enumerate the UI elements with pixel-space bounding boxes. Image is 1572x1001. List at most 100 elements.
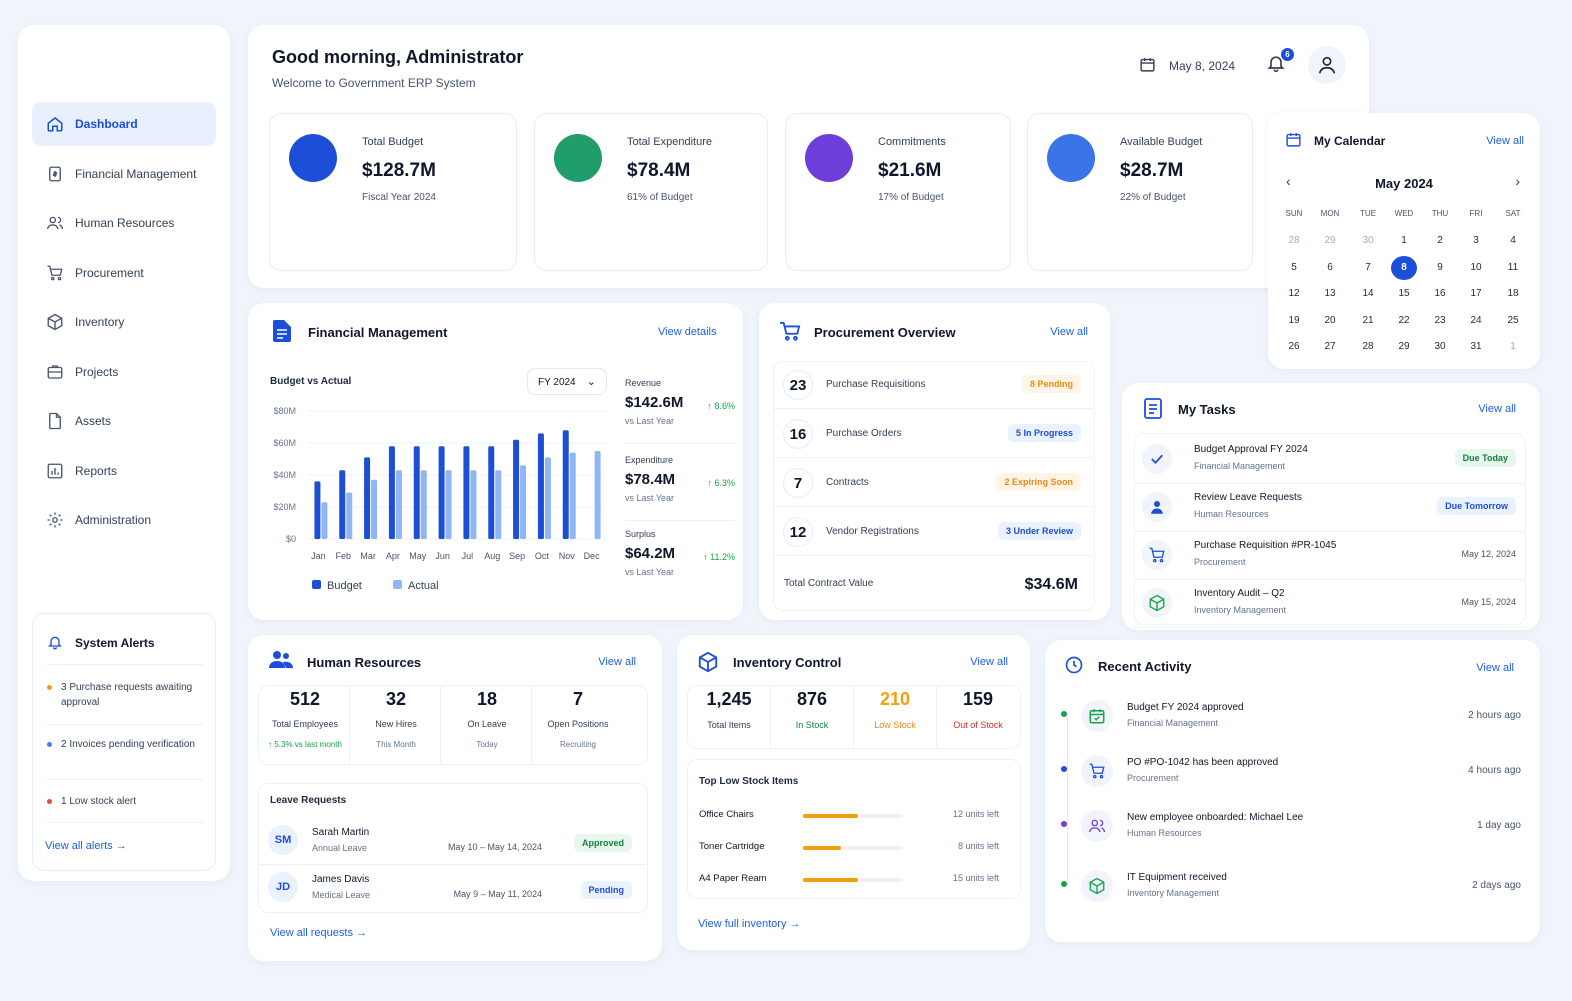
bar-actual[interactable] <box>520 465 527 539</box>
next-month-button[interactable]: › <box>1515 173 1520 189</box>
tasks-view-all-link[interactable]: View all <box>1478 403 1516 415</box>
bar-actual[interactable] <box>495 470 502 539</box>
prev-month-button[interactable]: ‹ <box>1286 173 1291 189</box>
alert-item[interactable]: 3 Purchase requests awaiting approval <box>47 680 203 710</box>
inventory-stat[interactable]: 1,245 Total Items <box>688 689 770 730</box>
calendar-day[interactable]: 20 <box>1324 314 1336 326</box>
calendar-day[interactable]: 18 <box>1507 288 1519 299</box>
calendar-day[interactable]: 15 <box>1398 288 1410 299</box>
procurement-view-all-link[interactable]: View all <box>1050 326 1088 338</box>
calendar-day[interactable]: 3 <box>1473 235 1479 246</box>
calendar-day[interactable]: 8 <box>1391 255 1417 280</box>
bar-budget[interactable] <box>463 446 470 539</box>
activity-view-all-link[interactable]: View all <box>1476 662 1514 674</box>
sidebar-item-inventory[interactable]: Inventory <box>32 300 216 344</box>
activity-item[interactable]: PO #PO-1042 has been approved Procurement… <box>1077 753 1521 803</box>
hr-stat[interactable]: 7 Open Positions Recruiting <box>532 689 624 749</box>
bar-actual[interactable] <box>445 470 452 539</box>
alert-item[interactable]: 2 Invoices pending verification <box>47 737 203 752</box>
view-full-inventory-link[interactable]: View full inventory → <box>698 918 801 930</box>
calendar-day[interactable]: 30 <box>1434 341 1446 352</box>
calendar-day[interactable]: 13 <box>1324 288 1336 299</box>
user-avatar-button[interactable] <box>1308 46 1346 84</box>
bar-budget[interactable] <box>413 446 420 539</box>
inventory-view-all-link[interactable]: View all <box>970 656 1008 668</box>
bar-budget[interactable] <box>388 446 395 539</box>
calendar-day[interactable]: 11 <box>1507 261 1519 273</box>
bar-actual[interactable] <box>420 470 427 539</box>
sidebar-item-human-resources[interactable]: Human Resources <box>32 201 216 245</box>
sidebar-item-reports[interactable]: Reports <box>32 449 216 493</box>
hr-view-all-link[interactable]: View all <box>598 656 636 668</box>
inventory-stat[interactable]: 159 Out of Stock <box>937 689 1019 730</box>
leave-request-row[interactable]: JD James Davis Medical Leave May 9 – May 11… <box>260 867 646 911</box>
bar-budget[interactable] <box>364 457 371 539</box>
procurement-row[interactable]: 7 Contracts 2 Expiring Soon <box>773 459 1093 507</box>
calendar-day[interactable]: 29 <box>1324 235 1336 246</box>
inventory-stat[interactable]: 876 In Stock <box>771 689 853 730</box>
bar-budget[interactable] <box>537 433 544 539</box>
calendar-day[interactable]: 24 <box>1470 314 1482 326</box>
sidebar-item-administration[interactable]: Administration <box>32 498 216 542</box>
low-stock-item[interactable]: A4 Paper Ream 15 units left <box>699 873 999 887</box>
calendar-day[interactable]: 31 <box>1470 341 1482 352</box>
procurement-row[interactable]: 23 Purchase Requisitions 8 Pending <box>773 361 1093 409</box>
kpi-card[interactable]: Commitments $21.6M 17% of Budget <box>785 113 1011 271</box>
bar-actual[interactable] <box>346 492 353 539</box>
calendar-day[interactable]: 6 <box>1327 261 1333 273</box>
bar-actual[interactable] <box>544 457 551 539</box>
calendar-day[interactable]: 4 <box>1510 235 1516 246</box>
bar-actual[interactable] <box>470 470 477 539</box>
bar-budget[interactable] <box>562 430 569 539</box>
sidebar-item-assets[interactable]: Assets <box>32 399 216 443</box>
bar-actual[interactable] <box>594 451 601 539</box>
low-stock-item[interactable]: Toner Cartridge 8 units left <box>699 841 999 855</box>
activity-item[interactable]: IT Equipment received Inventory Managemen… <box>1077 868 1521 918</box>
hr-stat[interactable]: 32 New Hires This Month <box>350 689 442 749</box>
sidebar-item-dashboard[interactable]: Dashboard <box>32 102 216 146</box>
kpi-card[interactable]: Available Budget $28.7M 22% of Budget <box>1027 113 1253 271</box>
calendar-day[interactable]: 22 <box>1398 314 1410 326</box>
calendar-day[interactable]: 1 <box>1401 235 1407 246</box>
calendar-day[interactable]: 27 <box>1324 341 1336 352</box>
kpi-card[interactable]: $ Total Budget $128.7M Fiscal Year 2024 <box>269 113 517 271</box>
task-item[interactable]: Purchase Requisition #PR-1045 Procurement… <box>1134 531 1526 580</box>
calendar-day[interactable]: 16 <box>1434 288 1446 299</box>
sidebar-item-projects[interactable]: Projects <box>32 350 216 394</box>
kpi-card[interactable]: Total Expenditure $78.4M 61% of Budget <box>534 113 768 271</box>
sidebar-item-procurement[interactable]: Procurement <box>32 251 216 295</box>
fy-select[interactable]: FY 2024 ⌄ <box>527 368 607 395</box>
sidebar-item-financial-management[interactable]: Financial Management <box>32 152 216 196</box>
calendar-day[interactable]: 30 <box>1362 235 1374 246</box>
calendar-day[interactable]: 10 <box>1470 261 1482 273</box>
calendar-day[interactable]: 14 <box>1362 288 1374 299</box>
bar-budget[interactable] <box>438 446 445 539</box>
calendar-day[interactable]: 21 <box>1362 314 1374 326</box>
activity-item[interactable]: Budget FY 2024 approved Financial Managem… <box>1077 698 1521 748</box>
task-item[interactable]: Review Leave Requests Human Resources Due … <box>1134 483 1526 532</box>
calendar-day[interactable]: 17 <box>1470 288 1482 299</box>
calendar-day[interactable]: 23 <box>1434 314 1446 326</box>
leave-request-row[interactable]: SM Sarah Martin Annual Leave May 10 – May 1… <box>260 820 646 865</box>
activity-item[interactable]: New employee onboarded: Michael Lee Human… <box>1077 808 1521 858</box>
calendar-day[interactable]: 5 <box>1291 261 1297 273</box>
finance-view-details-link[interactable]: View details <box>658 326 717 338</box>
inventory-stat[interactable]: 210 Low Stock <box>854 689 936 730</box>
task-item[interactable]: Inventory Audit – Q2 Inventory Management… <box>1134 579 1526 628</box>
calendar-day[interactable]: 25 <box>1507 314 1519 326</box>
bar-actual[interactable] <box>321 502 328 539</box>
calendar-day[interactable]: 29 <box>1398 341 1410 352</box>
calendar-day[interactable]: 26 <box>1288 341 1300 352</box>
alert-item[interactable]: 1 Low stock alert <box>47 794 203 809</box>
calendar-day[interactable]: 28 <box>1362 341 1374 352</box>
calendar-view-all-link[interactable]: View all <box>1486 135 1524 147</box>
view-all-alerts-link[interactable]: View all alerts → <box>45 840 127 852</box>
calendar-day[interactable]: 28 <box>1288 235 1300 246</box>
bar-actual[interactable] <box>395 470 402 539</box>
bar-budget[interactable] <box>513 439 520 539</box>
low-stock-item[interactable]: Office Chairs 12 units left <box>699 809 999 823</box>
calendar-day[interactable]: 19 <box>1288 314 1300 326</box>
bar-budget[interactable] <box>488 446 495 539</box>
hr-stat[interactable]: 18 On Leave Today <box>441 689 533 749</box>
bar-budget[interactable] <box>314 481 321 539</box>
